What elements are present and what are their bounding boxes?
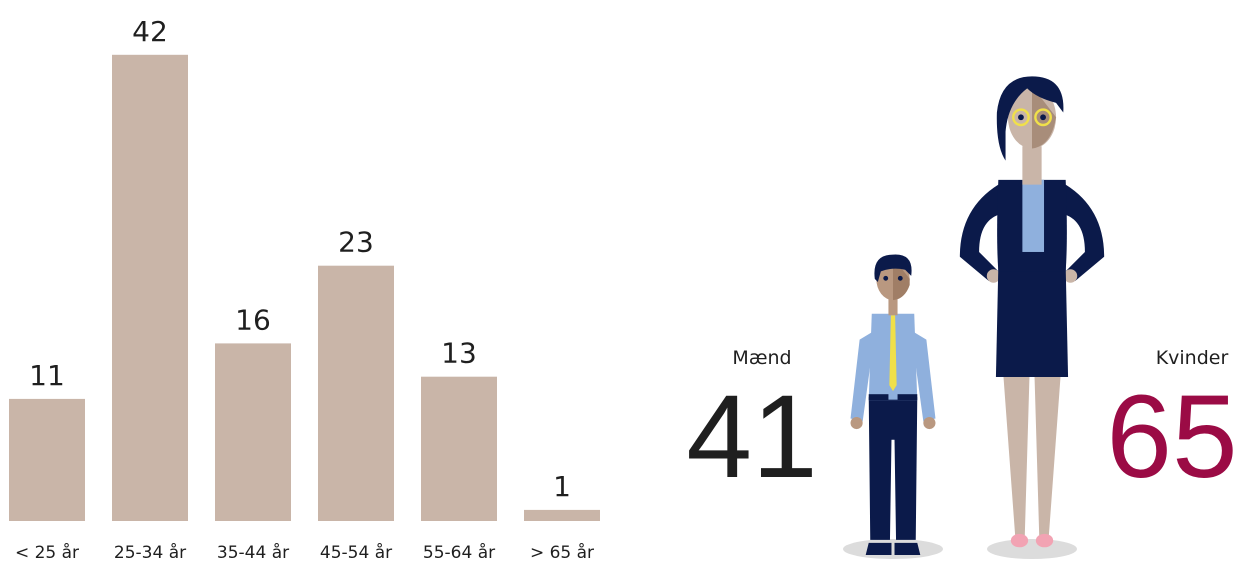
x-tick-label: 25-34 år bbox=[114, 542, 186, 563]
bar bbox=[524, 509, 600, 521]
data-label: 1 bbox=[553, 470, 571, 503]
bar bbox=[421, 376, 497, 521]
x-tick-label: 45-54 år bbox=[320, 542, 392, 563]
shadow bbox=[987, 539, 1077, 559]
bar bbox=[215, 343, 291, 521]
group-label: Mænd bbox=[732, 347, 791, 369]
data-label: 11 bbox=[29, 359, 65, 392]
group-value: 65 bbox=[1106, 371, 1235, 503]
group-label: Kvinder bbox=[1156, 347, 1229, 369]
x-tick-label: > 65 år bbox=[530, 542, 594, 563]
data-label: 23 bbox=[338, 226, 374, 259]
x-tick-label: 55-64 år bbox=[423, 542, 495, 563]
bar bbox=[112, 54, 188, 522]
shadow bbox=[843, 539, 943, 559]
figure bbox=[960, 76, 1104, 547]
bar bbox=[9, 398, 85, 521]
data-label: 13 bbox=[441, 337, 477, 370]
bar bbox=[318, 265, 394, 521]
x-tick-label: 35-44 år bbox=[217, 542, 289, 563]
figure bbox=[850, 254, 936, 555]
group-value: 41 bbox=[686, 371, 817, 503]
data-label: 42 bbox=[132, 15, 168, 48]
x-tick-label: < 25 år bbox=[15, 542, 79, 563]
data-label: 16 bbox=[235, 303, 271, 336]
